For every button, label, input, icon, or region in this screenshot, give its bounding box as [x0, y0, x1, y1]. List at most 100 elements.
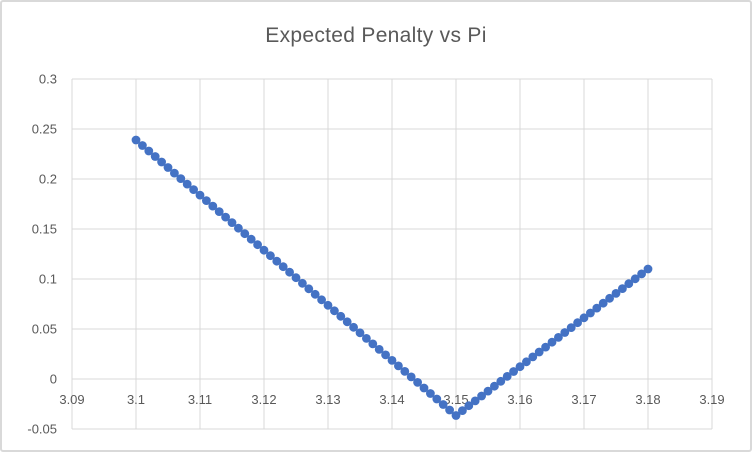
data-point-marker: [298, 278, 307, 288]
data-point-marker: [227, 218, 237, 228]
data-point-marker: [554, 333, 563, 342]
y-axis-tick-label: 0.05: [32, 322, 57, 337]
data-point-marker: [240, 229, 250, 239]
data-point-marker: [515, 362, 525, 372]
y-axis-tick-label: 0: [50, 372, 57, 387]
data-point-marker: [170, 168, 179, 178]
data-point-marker: [355, 328, 365, 338]
data-point-marker: [221, 212, 231, 222]
data-point-marker: [336, 311, 346, 321]
data-point-marker: [592, 303, 602, 313]
data-point-marker: [509, 367, 518, 376]
data-point-marker: [323, 300, 333, 310]
x-axis-tick-label: 3.15: [443, 392, 468, 407]
data-point-marker: [618, 284, 627, 293]
data-point-marker: [291, 273, 301, 283]
data-point-marker: [458, 406, 467, 415]
data-point-marker: [387, 356, 397, 365]
data-point-marker: [157, 157, 167, 167]
data-point-marker: [637, 269, 646, 279]
data-point-marker: [342, 317, 352, 327]
data-point-marker: [195, 190, 205, 200]
data-point-marker: [272, 256, 282, 266]
data-point-marker: [138, 141, 147, 150]
data-point-marker: [432, 394, 442, 404]
data-point-marker: [317, 295, 326, 305]
data-point-marker: [522, 357, 531, 367]
y-axis-tick-label: 0.15: [32, 222, 57, 237]
data-point-marker: [182, 179, 192, 189]
data-point-marker: [477, 391, 486, 401]
y-axis-tick-label: 0.3: [39, 72, 57, 87]
data-point-marker: [496, 376, 506, 386]
chart-title: Expected Penalty vs Pi: [265, 24, 487, 47]
x-axis-tick-label: 3.19: [699, 392, 724, 407]
data-point-marker: [528, 352, 538, 362]
data-point-marker: [566, 323, 576, 332]
data-point-marker: [541, 342, 550, 352]
data-point-marker: [419, 383, 429, 393]
data-point-marker: [502, 372, 512, 381]
x-axis-tick-label: 3.13: [315, 392, 340, 407]
data-point-marker: [451, 411, 461, 420]
data-point-marker: [189, 185, 199, 195]
data-point-marker: [374, 345, 384, 354]
y-axis-tick-label: -0.05: [27, 422, 57, 437]
data-point-marker: [483, 386, 493, 396]
x-axis-tick-label: 3.14: [379, 392, 404, 407]
data-point-marker: [150, 152, 160, 161]
data-point-marker: [246, 234, 256, 244]
data-point-marker: [643, 264, 653, 274]
x-axis-tick-label: 3.18: [635, 392, 660, 407]
data-point-marker: [624, 279, 634, 289]
data-point-marker: [445, 405, 454, 415]
data-point-marker: [278, 262, 288, 272]
data-point-marker: [413, 378, 422, 387]
data-point-marker: [464, 401, 474, 411]
data-point-marker: [330, 306, 339, 316]
data-point-marker: [426, 389, 435, 398]
x-axis-tick-label: 3.09: [59, 392, 84, 407]
data-point-marker: [470, 396, 480, 406]
data-point-marker: [176, 174, 186, 184]
data-point-marker: [368, 339, 378, 349]
data-point-marker: [304, 284, 314, 294]
data-point-marker: [310, 289, 320, 299]
data-point-marker: [381, 350, 390, 360]
data-point-marker: [266, 251, 275, 261]
data-point-marker: [560, 328, 570, 337]
data-point-marker: [394, 361, 403, 371]
x-axis-tick-label: 3.1: [127, 392, 145, 407]
x-axis-tick-label: 3.11: [188, 392, 212, 407]
y-axis-tick-label: 0.1: [39, 272, 57, 287]
data-point-marker: [285, 267, 294, 277]
data-point-marker: [163, 163, 173, 172]
data-point-marker: [438, 400, 448, 409]
data-point-marker: [579, 313, 589, 323]
data-point-marker: [214, 207, 224, 217]
data-point-marker: [208, 201, 218, 211]
data-point-marker: [406, 372, 416, 382]
data-point-marker: [490, 381, 499, 391]
data-point-marker: [611, 289, 621, 298]
y-axis-tick-label: 0.2: [39, 172, 57, 187]
data-point-marker: [259, 245, 269, 255]
data-point-marker: [144, 146, 154, 156]
data-point-marker: [630, 274, 640, 284]
data-point-marker: [534, 347, 544, 357]
data-point-marker: [349, 322, 358, 332]
data-point-marker: [362, 334, 371, 343]
y-axis-tick-label: 0.25: [32, 122, 57, 137]
data-point-marker: [586, 308, 595, 318]
x-axis-tick-label: 3.16: [507, 392, 532, 407]
data-point-marker: [234, 223, 243, 233]
data-point-marker: [131, 135, 141, 145]
x-axis-tick-label: 3.12: [251, 392, 276, 407]
x-axis-tick-label: 3.17: [571, 392, 596, 407]
data-point-marker: [605, 293, 614, 303]
data-point-marker: [573, 318, 582, 328]
data-point-marker: [598, 298, 608, 308]
data-point-marker: [202, 196, 211, 206]
